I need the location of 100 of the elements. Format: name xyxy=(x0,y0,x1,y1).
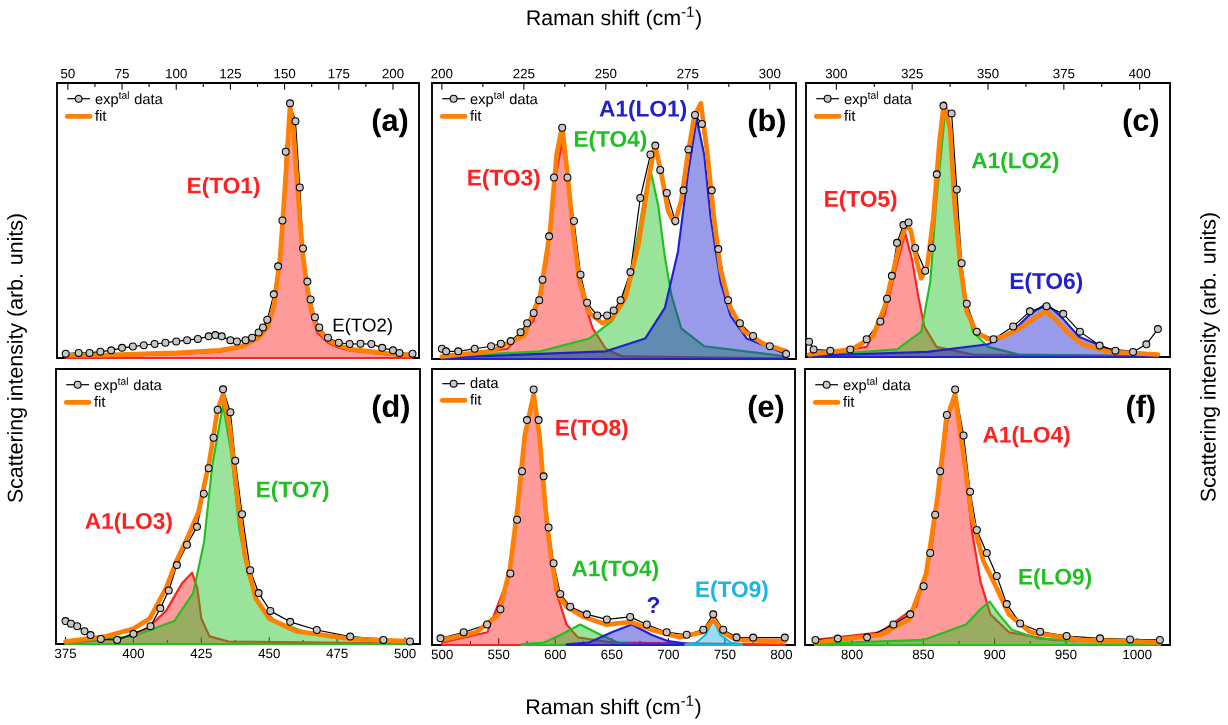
point xyxy=(538,275,547,284)
point xyxy=(626,268,635,277)
point xyxy=(470,344,479,353)
series-label: A1(LO4) xyxy=(983,426,1070,448)
chart-title: (a) xyxy=(372,108,408,138)
point xyxy=(749,331,758,341)
point xyxy=(966,487,975,496)
x-tick-label: 600 xyxy=(544,649,566,660)
point xyxy=(927,243,936,252)
point xyxy=(1002,600,1011,609)
x-tick-label: 450 xyxy=(258,648,280,659)
point xyxy=(707,186,716,195)
chart-title: (e) xyxy=(748,394,784,424)
legend-label: exp$^{tal}$ data xyxy=(843,377,911,394)
point xyxy=(889,620,898,629)
legend-label: fit xyxy=(94,396,106,407)
point xyxy=(523,319,532,328)
point xyxy=(483,620,492,629)
point xyxy=(211,331,220,340)
point xyxy=(128,342,137,351)
point xyxy=(73,622,82,631)
point xyxy=(1095,341,1104,350)
point xyxy=(616,296,625,305)
point xyxy=(780,633,789,642)
point xyxy=(529,308,538,317)
point xyxy=(809,345,818,354)
x-tick-label: 500 xyxy=(431,649,453,660)
series-label: E(TO3) xyxy=(468,169,540,191)
chart-title: (f) xyxy=(1127,394,1155,424)
point xyxy=(278,216,287,225)
point xyxy=(646,150,655,159)
point xyxy=(266,606,275,615)
point xyxy=(241,336,250,345)
point xyxy=(516,328,525,337)
x-tick-label: 300 xyxy=(759,68,781,79)
point xyxy=(85,348,94,357)
point xyxy=(139,341,148,350)
x-tick-label: 400 xyxy=(1128,68,1151,79)
point xyxy=(904,218,913,227)
x-tick-label: 325 xyxy=(901,68,923,79)
point xyxy=(286,99,295,108)
point xyxy=(691,110,700,119)
point xyxy=(862,335,871,344)
point xyxy=(315,323,324,332)
point xyxy=(303,277,312,286)
point xyxy=(226,336,235,345)
point xyxy=(506,569,515,578)
x-tick-label: 950 xyxy=(1055,649,1077,660)
point xyxy=(193,334,202,343)
point xyxy=(299,244,308,253)
legend-label: fit xyxy=(844,110,856,121)
point xyxy=(459,628,468,637)
point xyxy=(408,349,417,358)
point xyxy=(246,566,255,575)
point xyxy=(513,515,522,524)
point xyxy=(291,117,300,126)
point xyxy=(86,631,95,640)
point xyxy=(583,298,592,307)
point xyxy=(231,456,240,465)
point xyxy=(74,348,83,357)
point xyxy=(254,328,263,337)
point xyxy=(709,610,718,619)
x-tick-label: 1000 xyxy=(1123,649,1152,660)
point xyxy=(281,147,290,156)
point xyxy=(379,635,388,644)
point xyxy=(217,332,226,341)
point xyxy=(356,339,365,348)
point xyxy=(544,523,553,532)
x-tick-label: 50 xyxy=(60,68,75,79)
x-tick-label: 650 xyxy=(601,649,623,660)
x-tick-label: 900 xyxy=(984,649,1006,660)
point xyxy=(957,259,966,268)
point xyxy=(679,186,688,195)
point xyxy=(204,332,213,341)
point xyxy=(593,311,602,320)
point xyxy=(989,335,998,344)
x-tick-label: 850 xyxy=(912,649,934,660)
point xyxy=(535,296,544,305)
point xyxy=(346,632,355,641)
point xyxy=(719,625,728,634)
legend-label: exp$^{tal}$ data xyxy=(844,91,912,108)
point xyxy=(183,336,192,345)
series-label: A1(TO4) xyxy=(572,559,659,582)
x-tick-label: 750 xyxy=(714,649,736,660)
point xyxy=(1059,309,1068,318)
point xyxy=(254,589,263,598)
point xyxy=(1096,634,1105,643)
point xyxy=(1009,322,1018,331)
point xyxy=(107,346,116,355)
point xyxy=(248,333,257,342)
point xyxy=(1016,619,1025,628)
x-tick-label: 150 xyxy=(274,68,296,79)
point xyxy=(1025,307,1034,316)
legend-label: data xyxy=(470,377,499,389)
point xyxy=(962,299,971,308)
x-tick-label: 125 xyxy=(220,68,241,79)
point xyxy=(1062,632,1071,641)
point xyxy=(1153,325,1162,334)
chart-title: (d) xyxy=(372,394,409,424)
x-axis-title: Raman shift (cm$^{-1}$) xyxy=(527,695,701,719)
